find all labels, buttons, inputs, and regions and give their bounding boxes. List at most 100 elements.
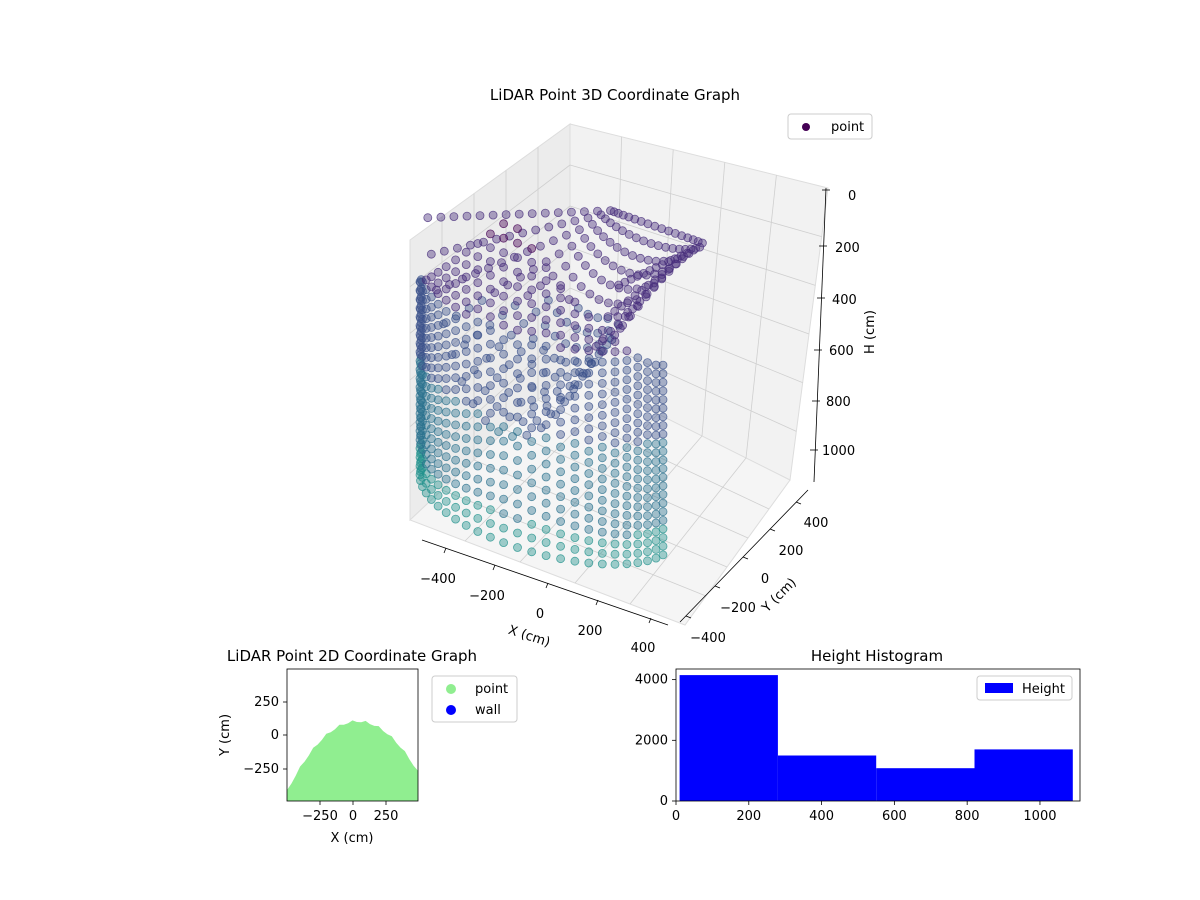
point-3d xyxy=(473,291,483,301)
point-3d xyxy=(651,483,661,493)
point-3d xyxy=(610,549,620,559)
point-3d xyxy=(499,393,509,403)
point-3d xyxy=(441,340,451,350)
point-3d xyxy=(451,385,461,394)
point-3d xyxy=(633,446,643,456)
point-3d xyxy=(441,362,451,372)
point-3d xyxy=(584,491,594,501)
point-3d xyxy=(556,454,565,464)
x3d-tick xyxy=(443,547,447,554)
point-3d xyxy=(580,207,589,217)
point-3d xyxy=(636,216,646,226)
z3d-tick-label: 0 xyxy=(848,189,856,204)
point-3d xyxy=(541,485,551,495)
hist-y-tick-label: 0 xyxy=(660,794,668,809)
point-3d xyxy=(584,558,594,568)
point-3d xyxy=(513,470,522,480)
point-3d xyxy=(432,285,441,295)
point-3d xyxy=(488,210,498,220)
point-3d xyxy=(485,381,495,391)
x3d-tick-label: −200 xyxy=(469,589,505,604)
point-3d xyxy=(421,372,431,382)
point-3d xyxy=(556,305,565,315)
point-3d xyxy=(541,551,551,560)
point-3d xyxy=(633,483,643,493)
point-3d xyxy=(610,438,620,448)
z3d-tick-label: 800 xyxy=(826,395,851,410)
point-3d xyxy=(473,487,483,497)
point-3d xyxy=(441,452,451,462)
histogram-x-ticks: 0 200 400 600 800 1000 xyxy=(672,801,1057,824)
point-3d xyxy=(597,474,607,484)
point-3d xyxy=(633,390,643,400)
point-3d xyxy=(556,405,565,415)
point-3d xyxy=(597,378,607,388)
point-3d xyxy=(658,386,668,396)
point-3d xyxy=(597,517,607,526)
point-3d xyxy=(461,272,471,282)
point-3d xyxy=(622,501,632,511)
y3d-tick-label: 400 xyxy=(804,516,829,531)
point-3d xyxy=(451,432,461,442)
y3d-tick-label: 0 xyxy=(761,572,769,587)
point-3d xyxy=(584,536,594,545)
point-3d xyxy=(461,359,471,369)
point-3d xyxy=(426,373,436,383)
point-3d xyxy=(688,235,698,245)
point-3d xyxy=(643,439,652,449)
point-3d xyxy=(670,228,680,238)
point-3d xyxy=(451,290,461,300)
point-3d xyxy=(622,491,632,501)
point-3d xyxy=(473,435,483,445)
point-3d xyxy=(513,253,522,263)
point-3d xyxy=(570,415,580,425)
point-3d xyxy=(610,529,620,539)
point-3d xyxy=(447,350,457,360)
point-3d xyxy=(588,219,597,229)
point-3d xyxy=(527,478,537,488)
point-3d xyxy=(433,405,443,415)
point-3d xyxy=(513,354,522,364)
point-3d xyxy=(610,519,620,529)
point-3d xyxy=(433,331,443,341)
point-3d xyxy=(441,485,451,495)
point-3d xyxy=(556,492,565,502)
point-3d xyxy=(599,334,608,344)
y2d-tick-label: −250 xyxy=(243,762,279,777)
point-3d xyxy=(658,360,668,370)
point-3d xyxy=(658,464,668,474)
point-3d xyxy=(570,356,580,366)
point-3d xyxy=(481,416,490,426)
point-3d xyxy=(570,521,580,531)
point-cloud-2d xyxy=(287,720,418,801)
point-3d xyxy=(421,391,431,401)
point-3d xyxy=(541,538,551,547)
point-3d xyxy=(553,208,563,218)
point-3d xyxy=(597,432,607,441)
point-3d xyxy=(603,312,613,322)
point-3d xyxy=(527,326,537,336)
height-histogram: Height Histogram 0 200 400 600 800 1000 0 2000… xyxy=(635,647,1081,824)
histogram-bar xyxy=(679,675,778,801)
point-3d xyxy=(536,281,545,291)
point-3d xyxy=(441,508,451,517)
point-3d xyxy=(584,513,594,523)
point-3d xyxy=(461,446,471,456)
x3d-tick xyxy=(545,582,549,589)
point-3d xyxy=(597,421,607,431)
point-3d xyxy=(469,365,479,375)
point-3d xyxy=(433,459,443,469)
point-3d xyxy=(423,213,433,223)
point-3d xyxy=(622,433,632,443)
point-3d xyxy=(591,341,601,351)
point-3d xyxy=(570,216,580,226)
point-3d xyxy=(441,284,451,294)
point-3d xyxy=(461,284,471,294)
point-3d xyxy=(622,404,632,414)
point-3d xyxy=(540,208,550,218)
point-3d xyxy=(651,474,661,484)
point-3d xyxy=(499,262,509,272)
point-3d xyxy=(584,357,594,367)
point-3d xyxy=(610,306,620,316)
point-3d xyxy=(651,509,661,519)
